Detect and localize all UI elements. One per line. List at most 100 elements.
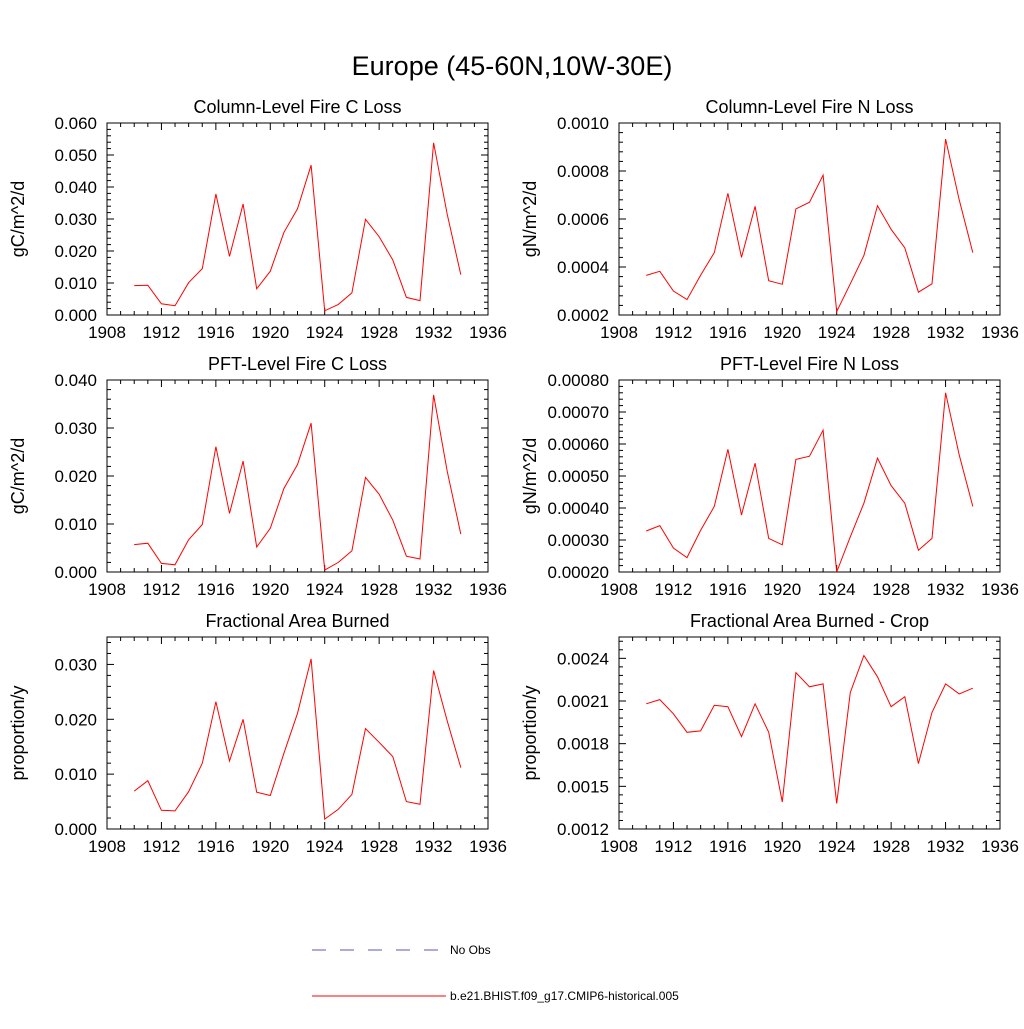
figure-title: Europe (45-60N,10W-30E) — [352, 51, 673, 81]
x-tick-label: 1920 — [251, 323, 289, 342]
x-tick-label: 1924 — [818, 837, 856, 856]
x-tick-label: 1928 — [872, 580, 910, 599]
x-tick-label: 1936 — [469, 837, 507, 856]
y-tick-label: 0.030 — [54, 419, 97, 438]
x-tick-label: 1932 — [927, 323, 965, 342]
y-axis-label: gN/m^2/d — [520, 181, 540, 257]
legend: No Obs b.e21.BHIST.f09_g17.CMIP6-histori… — [312, 943, 679, 1003]
y-axis-label: proportion/y — [520, 685, 540, 780]
y-tick-label: 0.0002 — [557, 306, 609, 325]
x-tick-label: 1924 — [306, 323, 344, 342]
plot-frame — [106, 636, 489, 830]
plot-frame — [106, 379, 489, 573]
series-line — [134, 142, 462, 312]
series-line — [646, 392, 974, 573]
x-tick-label: 1932 — [415, 323, 453, 342]
plot-frame — [106, 122, 489, 316]
y-tick-label: 0.030 — [54, 655, 97, 674]
x-tick-label: 1932 — [927, 837, 965, 856]
y-axis-label: gC/m^2/d — [8, 438, 28, 514]
series-line — [133, 658, 462, 821]
y-tick-label: 0.000 — [54, 820, 97, 839]
y-tick-label: 0.020 — [54, 710, 97, 729]
y-tick-label: 0.00080 — [548, 371, 609, 390]
x-tick-label: 1912 — [143, 323, 181, 342]
y-tick-label: 0.040 — [54, 371, 97, 390]
x-tick-label: 1936 — [981, 323, 1019, 342]
x-tick-label: 1920 — [251, 580, 289, 599]
y-axis-label: gN/m^2/d — [520, 438, 540, 514]
y-tick-label: 0.000 — [54, 563, 97, 582]
x-tick-label: 1912 — [655, 323, 693, 342]
chart-panel: PFT-Level Fire N Loss gN/m^2/d 1908 1912 191… — [520, 354, 1019, 599]
y-tick-label: 0.010 — [54, 765, 97, 784]
x-tick-label: 1928 — [360, 323, 398, 342]
x-tick-label: 1928 — [360, 837, 398, 856]
y-tick-label: 0.0012 — [557, 820, 609, 839]
chart-title: Fractional Area Burned - Crop — [690, 611, 929, 631]
x-tick-label: 1924 — [306, 580, 344, 599]
series-line — [646, 138, 974, 314]
x-tick-label: 1908 — [600, 323, 638, 342]
y-axis-label: gC/m^2/d — [8, 181, 28, 257]
y-tick-label: 0.0024 — [557, 649, 609, 668]
y-tick-label: 0.0018 — [557, 735, 609, 754]
chart-panel: PFT-Level Fire C Loss gC/m^2/d 1908 1912 191… — [8, 354, 507, 599]
x-tick-label: 1928 — [872, 837, 910, 856]
y-tick-label: 0.00020 — [548, 563, 609, 582]
y-tick-label: 0.0008 — [557, 162, 609, 181]
x-tick-label: 1912 — [655, 837, 693, 856]
x-tick-label: 1936 — [469, 580, 507, 599]
x-tick-label: 1932 — [927, 580, 965, 599]
chart-title: Fractional Area Burned — [205, 611, 389, 631]
x-tick-label: 1932 — [415, 580, 453, 599]
y-tick-label: 0.00040 — [548, 499, 609, 518]
y-tick-label: 0.020 — [54, 242, 97, 261]
y-tick-label: 0.00050 — [548, 467, 609, 486]
x-tick-label: 1924 — [306, 837, 344, 856]
chart-panel: Fractional Area Burned proportion/y 1908 19… — [8, 611, 507, 856]
x-tick-label: 1916 — [709, 323, 747, 342]
x-tick-label: 1932 — [415, 837, 453, 856]
plot-frame — [618, 636, 1001, 830]
chart-panel: Column-Level Fire N Loss gN/m^2/d 1908 1912… — [520, 97, 1019, 342]
series-line — [646, 654, 973, 804]
series-line — [134, 394, 462, 571]
y-tick-label: 0.0006 — [557, 210, 609, 229]
y-tick-label: 0.00060 — [548, 435, 609, 454]
legend-obs-label: No Obs — [450, 943, 491, 957]
x-tick-label: 1912 — [655, 580, 693, 599]
x-tick-label: 1916 — [709, 837, 747, 856]
x-tick-label: 1908 — [88, 837, 126, 856]
y-tick-label: 0.0015 — [557, 777, 609, 796]
y-tick-label: 0.00070 — [548, 403, 609, 422]
y-tick-label: 0.060 — [54, 114, 97, 133]
x-tick-label: 1936 — [469, 323, 507, 342]
x-tick-label: 1908 — [88, 580, 126, 599]
x-tick-label: 1920 — [763, 323, 801, 342]
y-tick-label: 0.0021 — [557, 692, 609, 711]
y-tick-label: 0.000 — [54, 306, 97, 325]
x-tick-label: 1912 — [143, 837, 181, 856]
y-tick-label: 0.050 — [54, 146, 97, 165]
y-axis-label: proportion/y — [8, 685, 28, 780]
x-tick-label: 1908 — [600, 837, 638, 856]
x-tick-label: 1916 — [197, 323, 235, 342]
y-tick-label: 0.020 — [54, 467, 97, 486]
y-tick-label: 0.040 — [54, 178, 97, 197]
y-tick-label: 0.0004 — [557, 258, 609, 277]
x-tick-label: 1916 — [709, 580, 747, 599]
y-tick-label: 0.00030 — [548, 531, 609, 550]
panels: Column-Level Fire C Loss gC/m^2/d 1908 1912… — [8, 97, 1019, 856]
x-tick-label: 1928 — [872, 323, 910, 342]
chart-title: Column-Level Fire N Loss — [705, 97, 913, 117]
chart-panel: Column-Level Fire C Loss gC/m^2/d 1908 1912… — [8, 97, 507, 342]
y-tick-label: 0.010 — [54, 274, 97, 293]
x-tick-label: 1920 — [763, 580, 801, 599]
x-tick-label: 1924 — [818, 580, 856, 599]
chart-title: PFT-Level Fire C Loss — [208, 354, 387, 374]
x-tick-label: 1936 — [981, 580, 1019, 599]
x-tick-label: 1924 — [818, 323, 856, 342]
